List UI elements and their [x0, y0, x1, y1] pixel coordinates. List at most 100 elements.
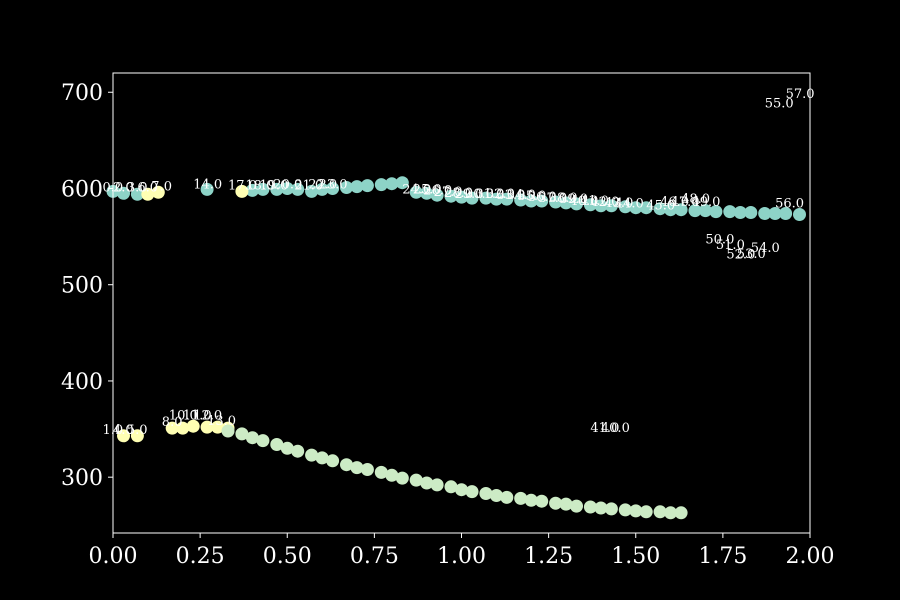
data-point [305, 448, 319, 462]
point-label: 52.0 [726, 248, 755, 263]
data-point [723, 205, 737, 219]
data-points [106, 176, 806, 520]
data-point [733, 206, 747, 219]
point-label: 8.0 [162, 415, 183, 430]
data-point [211, 420, 225, 434]
data-point [291, 444, 305, 458]
data-point [744, 206, 758, 219]
point-label: 40.0 [601, 421, 630, 436]
data-point [559, 497, 573, 511]
data-point [465, 191, 479, 205]
data-point [455, 190, 468, 204]
data-point [315, 182, 329, 196]
point-label: 22.0 [308, 178, 337, 193]
point-label: 44.0 [615, 197, 644, 212]
data-point [664, 506, 678, 520]
point-label: 12.0 [193, 408, 222, 423]
point-label: 30.0 [465, 187, 494, 202]
point-label: 54.0 [751, 241, 780, 256]
data-point [653, 202, 667, 216]
point-label: 33.0 [496, 188, 525, 203]
data-point [629, 504, 643, 518]
data-point [618, 503, 632, 517]
data-point [395, 176, 409, 190]
data-point [674, 506, 688, 520]
y-tick-label: 300 [61, 466, 103, 491]
data-point [165, 421, 179, 435]
point-label: 46.0 [660, 195, 689, 210]
data-point [549, 496, 563, 510]
point-label: 19.0 [259, 178, 288, 193]
data-point [186, 419, 200, 433]
data-point [305, 184, 319, 198]
data-point [151, 185, 165, 199]
data-point [444, 480, 458, 494]
data-point [465, 485, 479, 499]
data-point [340, 458, 353, 472]
data-point [768, 207, 782, 220]
data-point [395, 471, 409, 485]
y-axis: 300 400 500 600 700 [61, 81, 113, 491]
data-point [698, 204, 712, 218]
x-tick-label: 2.00 [786, 544, 835, 569]
data-point [455, 483, 468, 497]
data-point [221, 424, 235, 438]
data-point [360, 463, 374, 476]
data-point [514, 491, 528, 505]
point-label: 18.0 [245, 178, 274, 193]
point-label: 40.0 [570, 194, 599, 209]
point-label: 5.0 [127, 423, 148, 438]
data-point [535, 194, 549, 208]
data-point [430, 478, 444, 492]
data-point [256, 182, 270, 196]
point-label: 51.0 [716, 238, 745, 253]
data-point [280, 441, 294, 455]
x-axis: 0.00 0.25 0.50 0.75 1.00 1.25 1.50 1.75 2.00 [89, 533, 835, 569]
data-point [549, 195, 563, 209]
point-label: 36.0 [528, 190, 557, 205]
data-point [594, 199, 608, 213]
y-tick-label: 700 [61, 81, 103, 106]
point-label: 31.0 [475, 187, 504, 202]
data-point [535, 494, 549, 508]
point-label: 26.0 [423, 183, 452, 198]
point-label: 10.0 [169, 408, 198, 423]
data-point [235, 427, 249, 441]
x-tick-label: 0.00 [89, 544, 138, 569]
x-tick-label: 0.75 [350, 544, 399, 569]
data-point [130, 429, 144, 443]
data-point [117, 429, 130, 443]
point-label: 49.0 [692, 195, 721, 210]
data-point [280, 182, 294, 195]
data-point [270, 182, 284, 196]
data-point [291, 182, 305, 196]
data-point [385, 177, 399, 191]
data-point [618, 200, 632, 214]
point-label: 32.0 [486, 187, 515, 202]
data-point [583, 500, 597, 514]
data-point [524, 493, 538, 507]
point-label: 37.0 [538, 191, 567, 206]
point-label: 50.0 [705, 232, 734, 247]
data-point [559, 196, 573, 210]
data-point [409, 473, 423, 487]
point-label: 34.0 [507, 188, 536, 203]
point-labels: 0.02.03.06.07.0 14.0 17.018.019.020.021.02… [103, 87, 815, 438]
point-label: 25.0 [413, 182, 442, 197]
data-point [570, 499, 583, 513]
data-point [793, 208, 806, 221]
point-label: 56.0 [775, 197, 804, 212]
x-tick-label: 0.50 [263, 544, 312, 569]
data-point [570, 197, 583, 211]
point-label: 47.0 [671, 195, 700, 210]
x-tick-label: 1.25 [524, 544, 573, 569]
data-point [674, 203, 688, 217]
data-point [479, 487, 493, 500]
data-point [235, 184, 249, 198]
data-point [245, 431, 259, 445]
data-point [141, 187, 155, 201]
point-label: 13.0 [207, 414, 236, 429]
point-label: 7.0 [151, 179, 172, 194]
data-point [639, 201, 653, 215]
